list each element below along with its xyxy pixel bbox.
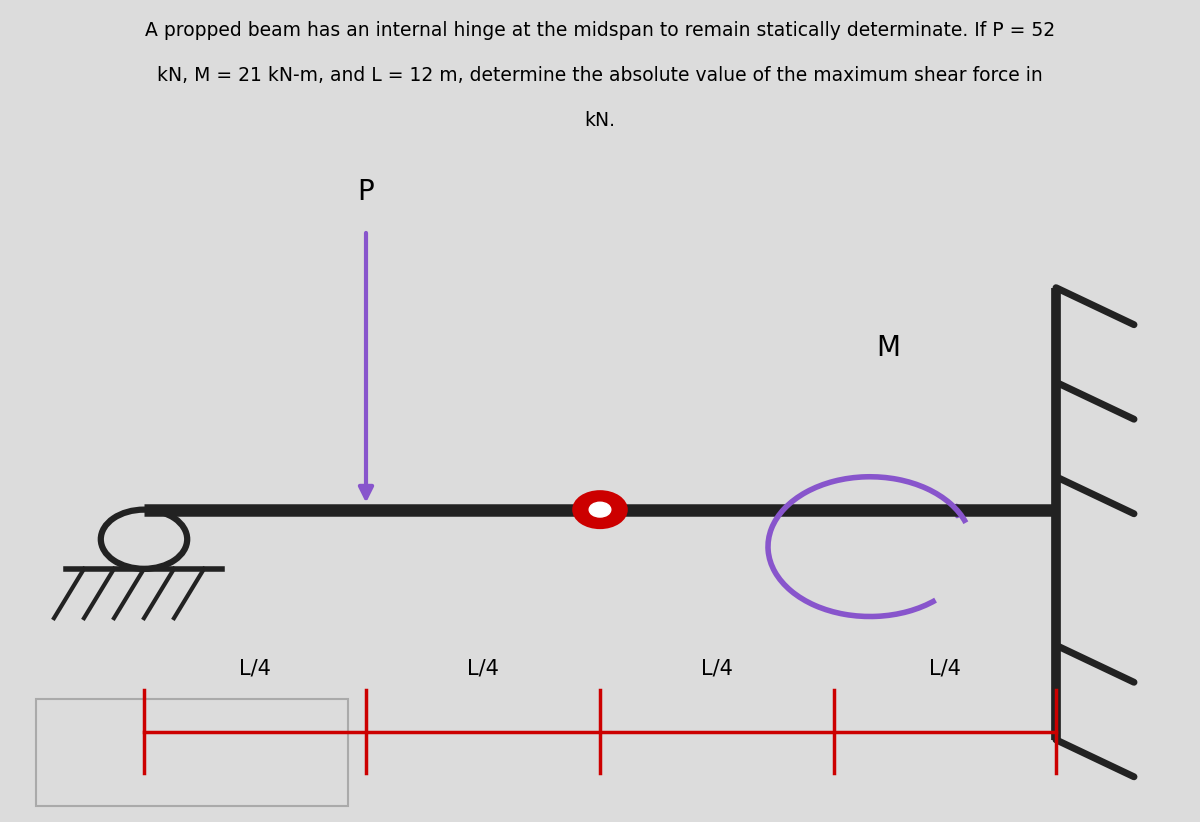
Text: kN, M = 21 kN-m, and L = 12 m, determine the absolute value of the maximum shear: kN, M = 21 kN-m, and L = 12 m, determine… (157, 66, 1043, 85)
Text: P: P (358, 178, 374, 206)
Text: M: M (876, 334, 900, 362)
Text: kN.: kN. (584, 111, 616, 130)
Circle shape (589, 502, 611, 517)
Text: A propped beam has an internal hinge at the midspan to remain statically determi: A propped beam has an internal hinge at … (145, 21, 1055, 39)
Text: L/4: L/4 (701, 658, 733, 678)
Text: L/4: L/4 (467, 658, 499, 678)
Text: L/4: L/4 (929, 658, 961, 678)
Circle shape (574, 492, 626, 528)
Text: L/4: L/4 (239, 658, 271, 678)
Bar (36, 699, 348, 806)
